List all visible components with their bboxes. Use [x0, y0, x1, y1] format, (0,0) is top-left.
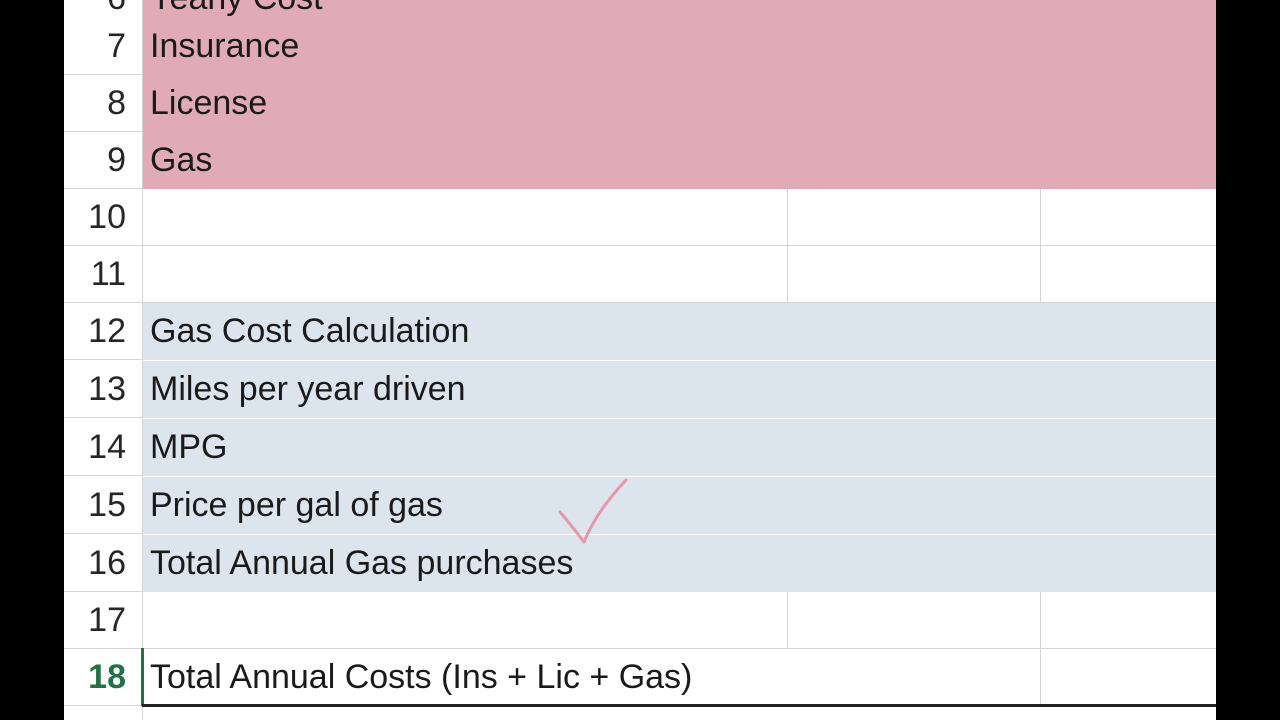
cell-a18[interactable]: Total Annual Costs (Ins + Lic + Gas) — [150, 658, 693, 696]
column-divider — [1040, 246, 1041, 303]
checkmark-icon — [558, 478, 628, 544]
row-17 — [142, 592, 1216, 649]
column-divider — [1040, 189, 1041, 246]
column-divider — [787, 189, 788, 246]
row-11 — [142, 246, 1216, 303]
cell-a12[interactable]: Gas Cost Calculation — [150, 312, 470, 350]
column-divider — [1040, 649, 1041, 706]
cell-a16[interactable]: Total Annual Gas purchases — [150, 544, 574, 582]
row-16: Total Annual Gas purchases — [142, 535, 1216, 592]
row-header-8[interactable]: 8 — [64, 75, 142, 132]
row-header-18-active[interactable]: 18 — [64, 649, 142, 706]
row-header-15[interactable]: 15 — [64, 477, 142, 534]
row-header-10[interactable]: 10 — [64, 189, 142, 246]
row-18: Total Annual Costs (Ins + Lic + Gas) — [142, 649, 1216, 706]
row-8: License — [142, 75, 1216, 132]
row-header-12[interactable]: 12 — [64, 303, 142, 360]
row-header-16[interactable]: 16 — [64, 535, 142, 592]
row-14: MPG — [142, 419, 1216, 476]
cell-a8[interactable]: License — [150, 84, 268, 122]
row-header-11[interactable]: 11 — [64, 246, 142, 303]
row-header-13[interactable]: 13 — [64, 361, 142, 418]
cell-a9[interactable]: Gas — [150, 141, 213, 179]
row-9: Gas — [142, 132, 1216, 189]
row-7: Insurance — [142, 18, 1216, 75]
cell-a14[interactable]: MPG — [150, 428, 228, 466]
row-header-14[interactable]: 14 — [64, 419, 142, 476]
column-divider — [1040, 592, 1041, 649]
row-header-separator — [142, 0, 143, 720]
cell-a13[interactable]: Miles per year driven — [150, 370, 466, 408]
column-divider — [787, 246, 788, 303]
spreadsheet-grid: 6 Yearly Cost 7 Insurance 8 License 9 Ga… — [64, 0, 1216, 720]
row-header-7[interactable]: 7 — [64, 18, 142, 75]
cell-a7[interactable]: Insurance — [150, 27, 300, 65]
cell-a6[interactable]: Yearly Cost — [150, 0, 323, 27]
row-18-bottom-border — [142, 704, 1216, 707]
row-header-9[interactable]: 9 — [64, 132, 142, 189]
cell-a15[interactable]: Price per gal of gas — [150, 486, 443, 524]
row-13: Miles per year driven — [142, 361, 1216, 418]
column-divider — [787, 592, 788, 649]
active-cell-indicator — [141, 648, 144, 706]
row-12: Gas Cost Calculation — [142, 303, 1216, 360]
row-15: Price per gal of gas — [142, 477, 1216, 534]
row-header-17[interactable]: 17 — [64, 592, 142, 649]
row-10 — [142, 189, 1216, 246]
